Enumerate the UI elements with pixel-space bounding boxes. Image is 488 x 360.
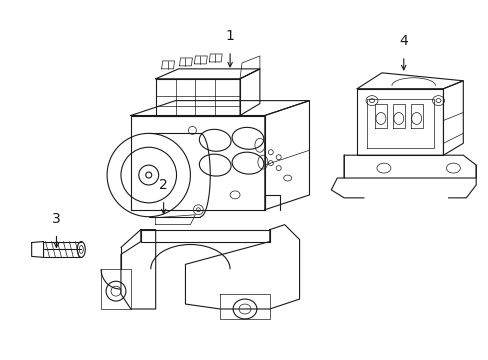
Text: 3: 3 <box>52 212 61 226</box>
Text: 2: 2 <box>159 178 168 192</box>
Text: 4: 4 <box>399 34 407 48</box>
Text: 1: 1 <box>225 29 234 43</box>
